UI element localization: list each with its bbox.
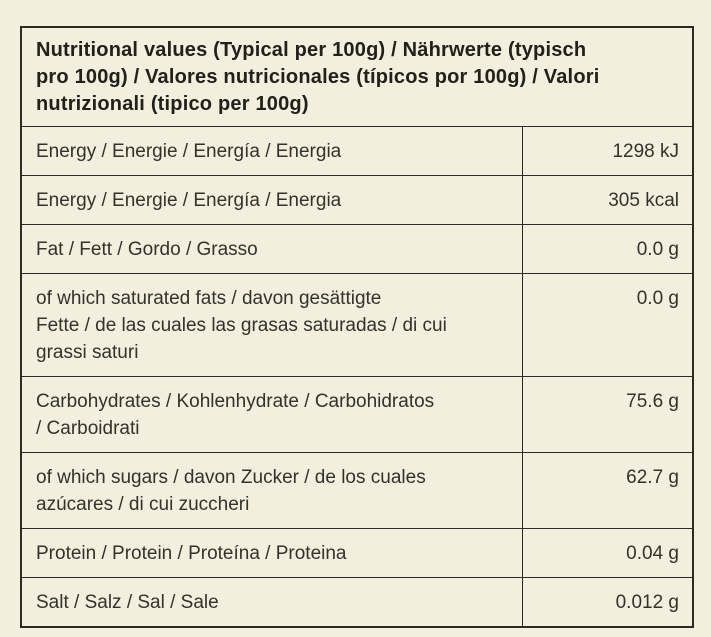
nutrient-value: 0.0 g [522, 225, 692, 273]
table-row: Carbohydrates / Kohlenhydrate / Carbohid… [22, 377, 692, 453]
table-row: Fat / Fett / Gordo / Grasso 0.0 g [22, 225, 692, 274]
nutrient-label: Carbohydrates / Kohlenhydrate / Carbohid… [36, 391, 435, 439]
nutrient-value: 0.04 g [522, 529, 692, 577]
nutrition-table: Nutritional values (Typical per 100g) / … [20, 26, 694, 628]
nutrient-label: of which saturated fats / davon gesättig… [36, 288, 447, 363]
nutrient-label: of which sugars / davon Zucker / de los … [36, 467, 426, 515]
nutrient-label: Energy / Energie / Energía / Energia [36, 190, 342, 211]
nutrient-value: 1298 kJ [522, 127, 692, 175]
nutrient-label: Salt / Salz / Sal / Sale [36, 592, 219, 613]
table-row: of which saturated fats / davon gesättig… [22, 274, 692, 377]
nutrient-value: 305 kcal [522, 176, 692, 224]
table-row: Protein / Protein / Proteína / Proteina … [22, 529, 692, 578]
nutrient-value: 0.012 g [522, 578, 692, 626]
nutrient-value: 0.0 g [522, 274, 692, 376]
table-row: Energy / Energie / Energía / Energia 129… [22, 127, 692, 176]
table-row: Energy / Energie / Energía / Energia 305… [22, 176, 692, 225]
nutrient-value: 62.7 g [522, 453, 692, 528]
table-row: of which sugars / davon Zucker / de los … [22, 453, 692, 529]
nutrient-label: Protein / Protein / Proteína / Proteina [36, 543, 347, 564]
nutrient-label: Fat / Fett / Gordo / Grasso [36, 239, 258, 260]
nutrient-value: 75.6 g [522, 377, 692, 452]
table-row: Salt / Salz / Sal / Sale 0.012 g [22, 578, 692, 626]
table-header-title: Nutritional values (Typical per 100g) / … [22, 28, 692, 127]
nutrient-label: Energy / Energie / Energía / Energia [36, 141, 342, 162]
